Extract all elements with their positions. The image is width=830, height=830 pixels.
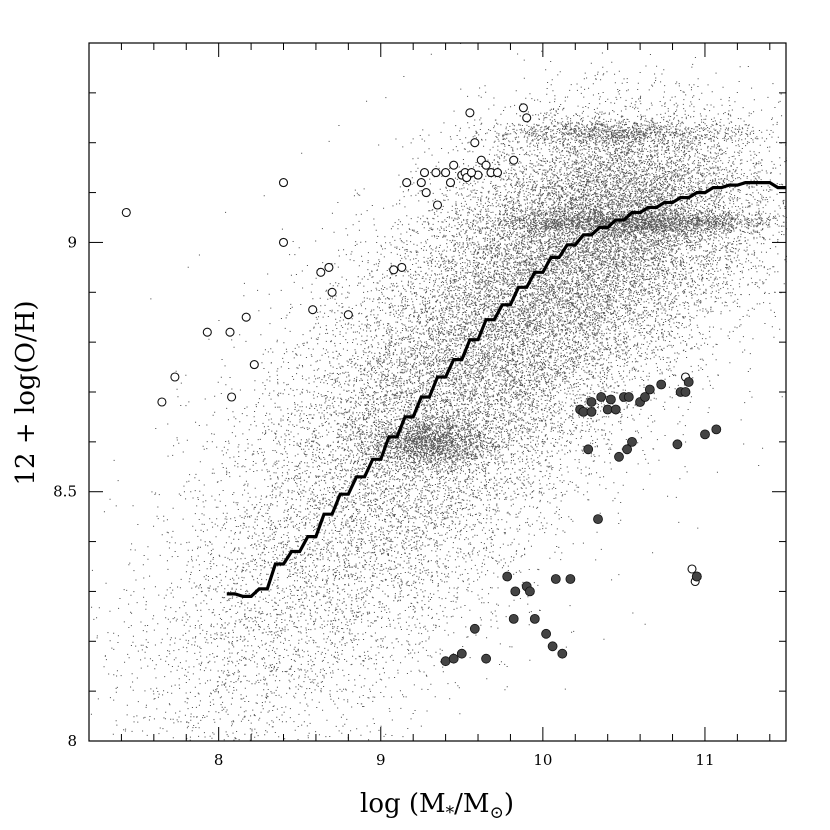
open-circle-point: [421, 188, 431, 198]
open-circle-point: [449, 160, 459, 170]
filled-circle-point: [502, 571, 513, 582]
filled-circle-point: [614, 451, 624, 462]
open-circle-point: [202, 327, 212, 337]
x-tick-label: 9: [376, 751, 386, 769]
x-axis-label-pre: log (M: [360, 789, 446, 819]
open-circle-point: [170, 372, 180, 382]
filled-circle-point: [627, 436, 637, 447]
median-step-line-layer: [226, 181, 786, 598]
open-circle-point: [157, 397, 167, 407]
x-axis-label: log (M*/M⊙): [360, 789, 514, 823]
x-tick-label: 10: [533, 751, 552, 769]
filled-circle-point: [586, 397, 597, 407]
filled-circle-point: [593, 514, 603, 524]
x-axis-label-sub1: *: [446, 803, 455, 823]
open-circle-point: [397, 262, 407, 272]
filled-circle-point: [578, 406, 589, 417]
open-circle-point: [522, 113, 532, 123]
open-circle-point: [402, 178, 412, 188]
open-circle-point: [278, 237, 289, 247]
filled-circle-point: [640, 392, 650, 402]
open-circle-point: [416, 178, 426, 188]
filled-circle-series: [440, 377, 722, 667]
open-circle-point: [324, 262, 334, 272]
filled-circle-point: [644, 384, 655, 395]
open-circle-series: [121, 103, 700, 587]
y-axis-label: 12 + log(O/H): [11, 300, 41, 485]
filled-circle-point: [606, 394, 616, 405]
open-circle-point: [241, 312, 251, 322]
open-circle-point: [278, 178, 289, 188]
open-circle-point: [227, 392, 237, 402]
filled-circle-point: [550, 574, 561, 584]
filled-circle-point: [700, 429, 710, 440]
filled-circle-point: [622, 444, 632, 455]
filled-circle-point: [508, 614, 519, 624]
filled-circle-point: [680, 387, 691, 397]
filled-circle-point: [481, 653, 492, 664]
y-tick-label: 8.5: [53, 483, 77, 501]
x-tick-label: 11: [695, 751, 714, 769]
open-circle-point: [518, 103, 528, 113]
filled-circle-point: [448, 653, 459, 664]
x-axis-label-post: ): [504, 789, 514, 819]
y-tick-label: 9: [67, 233, 77, 251]
filled-circle-point: [583, 444, 594, 455]
open-circle-point: [431, 168, 441, 178]
open-circle-point: [343, 310, 353, 320]
filled-circle-point: [656, 379, 667, 390]
filled-circle-point: [565, 574, 576, 584]
filled-circle-point: [529, 614, 540, 624]
open-circle-point: [316, 267, 326, 277]
x-axis-label-mid: /M: [454, 789, 489, 819]
open-circle-point: [225, 327, 235, 337]
open-circle-point: [465, 108, 475, 118]
open-circle-point: [481, 160, 491, 170]
y-tick-label: 8: [67, 732, 77, 750]
filled-circle-point: [510, 586, 521, 597]
filled-circle-point: [691, 571, 702, 582]
median-step-line: [226, 181, 786, 598]
filled-circle-point: [525, 586, 535, 597]
open-circle-point: [441, 168, 451, 178]
filled-circle-point: [672, 439, 683, 450]
open-circle-point: [419, 168, 430, 178]
open-circle-point: [509, 155, 519, 165]
filled-circle-point: [683, 377, 694, 387]
filled-circle-point: [610, 404, 621, 415]
open-circle-point: [432, 200, 443, 210]
open-circle-point: [389, 265, 399, 275]
filled-circle-point: [586, 406, 597, 417]
axis-tick-labels: 8 9 10 11 8 8.5 9: [53, 233, 714, 769]
open-circle-point: [445, 178, 456, 188]
open-circle-point: [327, 287, 337, 297]
filled-circle-point: [623, 392, 634, 402]
filled-circle-point: [547, 641, 558, 652]
axis-ticks: [88, 42, 786, 742]
open-circle-point: [687, 564, 697, 574]
open-circle-point: [121, 207, 131, 218]
x-axis-label-sub2: ⊙: [490, 803, 504, 823]
open-circle-point: [308, 305, 318, 315]
open-circle-point: [249, 360, 259, 370]
open-circle-point: [492, 168, 503, 178]
open-circle-point: [470, 138, 480, 148]
filled-circle-point: [602, 404, 613, 415]
filled-circle-point: [557, 648, 568, 659]
filled-circle-point: [711, 424, 722, 435]
filled-circle-point: [440, 656, 451, 667]
filled-circle-point: [541, 628, 551, 639]
x-tick-label: 8: [214, 751, 224, 769]
filled-circle-point: [456, 648, 467, 659]
open-circle-point: [466, 168, 477, 178]
filled-circle-point: [596, 392, 607, 402]
filled-circle-point: [469, 623, 480, 634]
